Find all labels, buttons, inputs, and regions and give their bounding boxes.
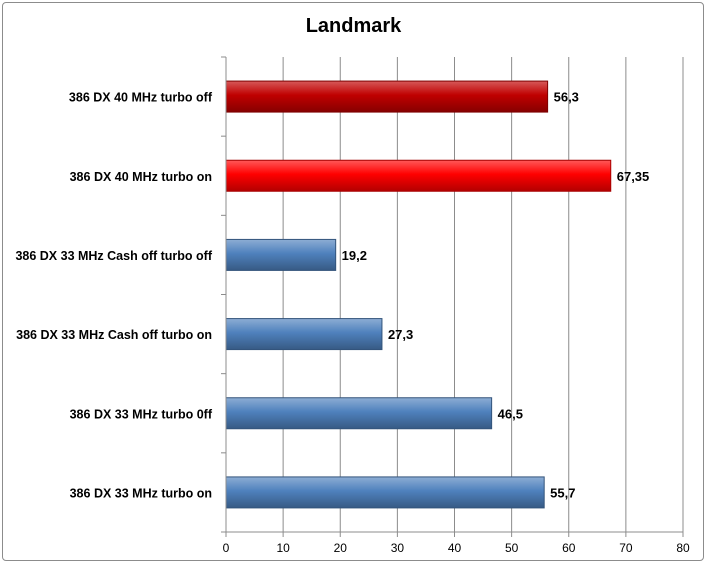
chart-title: Landmark [305, 15, 402, 37]
bar [225, 476, 545, 509]
x-tick-label: 50 [505, 541, 519, 555]
bars [225, 80, 612, 509]
bar [225, 80, 549, 113]
x-tick-label: 40 [448, 541, 462, 555]
category-label: 386 DX 40 MHz turbo off [69, 91, 213, 105]
value-label: 19,2 [342, 248, 367, 263]
value-label: 56,3 [554, 90, 579, 105]
bar [225, 238, 337, 271]
x-tick-label: 10 [276, 541, 290, 555]
gridlines [282, 57, 684, 532]
x-tick-label: 0 [223, 541, 230, 555]
value-label: 67,35 [617, 169, 650, 184]
category-label: 386 DX 40 MHz turbo on [70, 170, 212, 184]
x-tick-label: 20 [334, 541, 348, 555]
category-label: 386 DX 33 MHz Cash off turbo on [16, 328, 212, 342]
x-tick-label: 80 [676, 541, 690, 555]
bar [225, 318, 383, 351]
axes [221, 56, 684, 537]
x-tick-label: 70 [619, 541, 633, 555]
category-label: 386 DX 33 MHz turbo 0ff [70, 407, 213, 421]
x-tick-label: 60 [562, 541, 576, 555]
labels: 56,3 386 DX 40 MHz turbo off 67,35 386 DX 4… [15, 90, 690, 555]
bar [225, 397, 493, 430]
category-label: 386 DX 33 MHz Cash off turbo off [15, 249, 212, 263]
bar [225, 159, 612, 192]
value-label: 46,5 [498, 406, 523, 421]
x-tick-label: 30 [391, 541, 405, 555]
value-label: 27,3 [388, 327, 413, 342]
category-label: 386 DX 33 MHz turbo on [70, 486, 212, 500]
value-label: 55,7 [550, 485, 575, 500]
